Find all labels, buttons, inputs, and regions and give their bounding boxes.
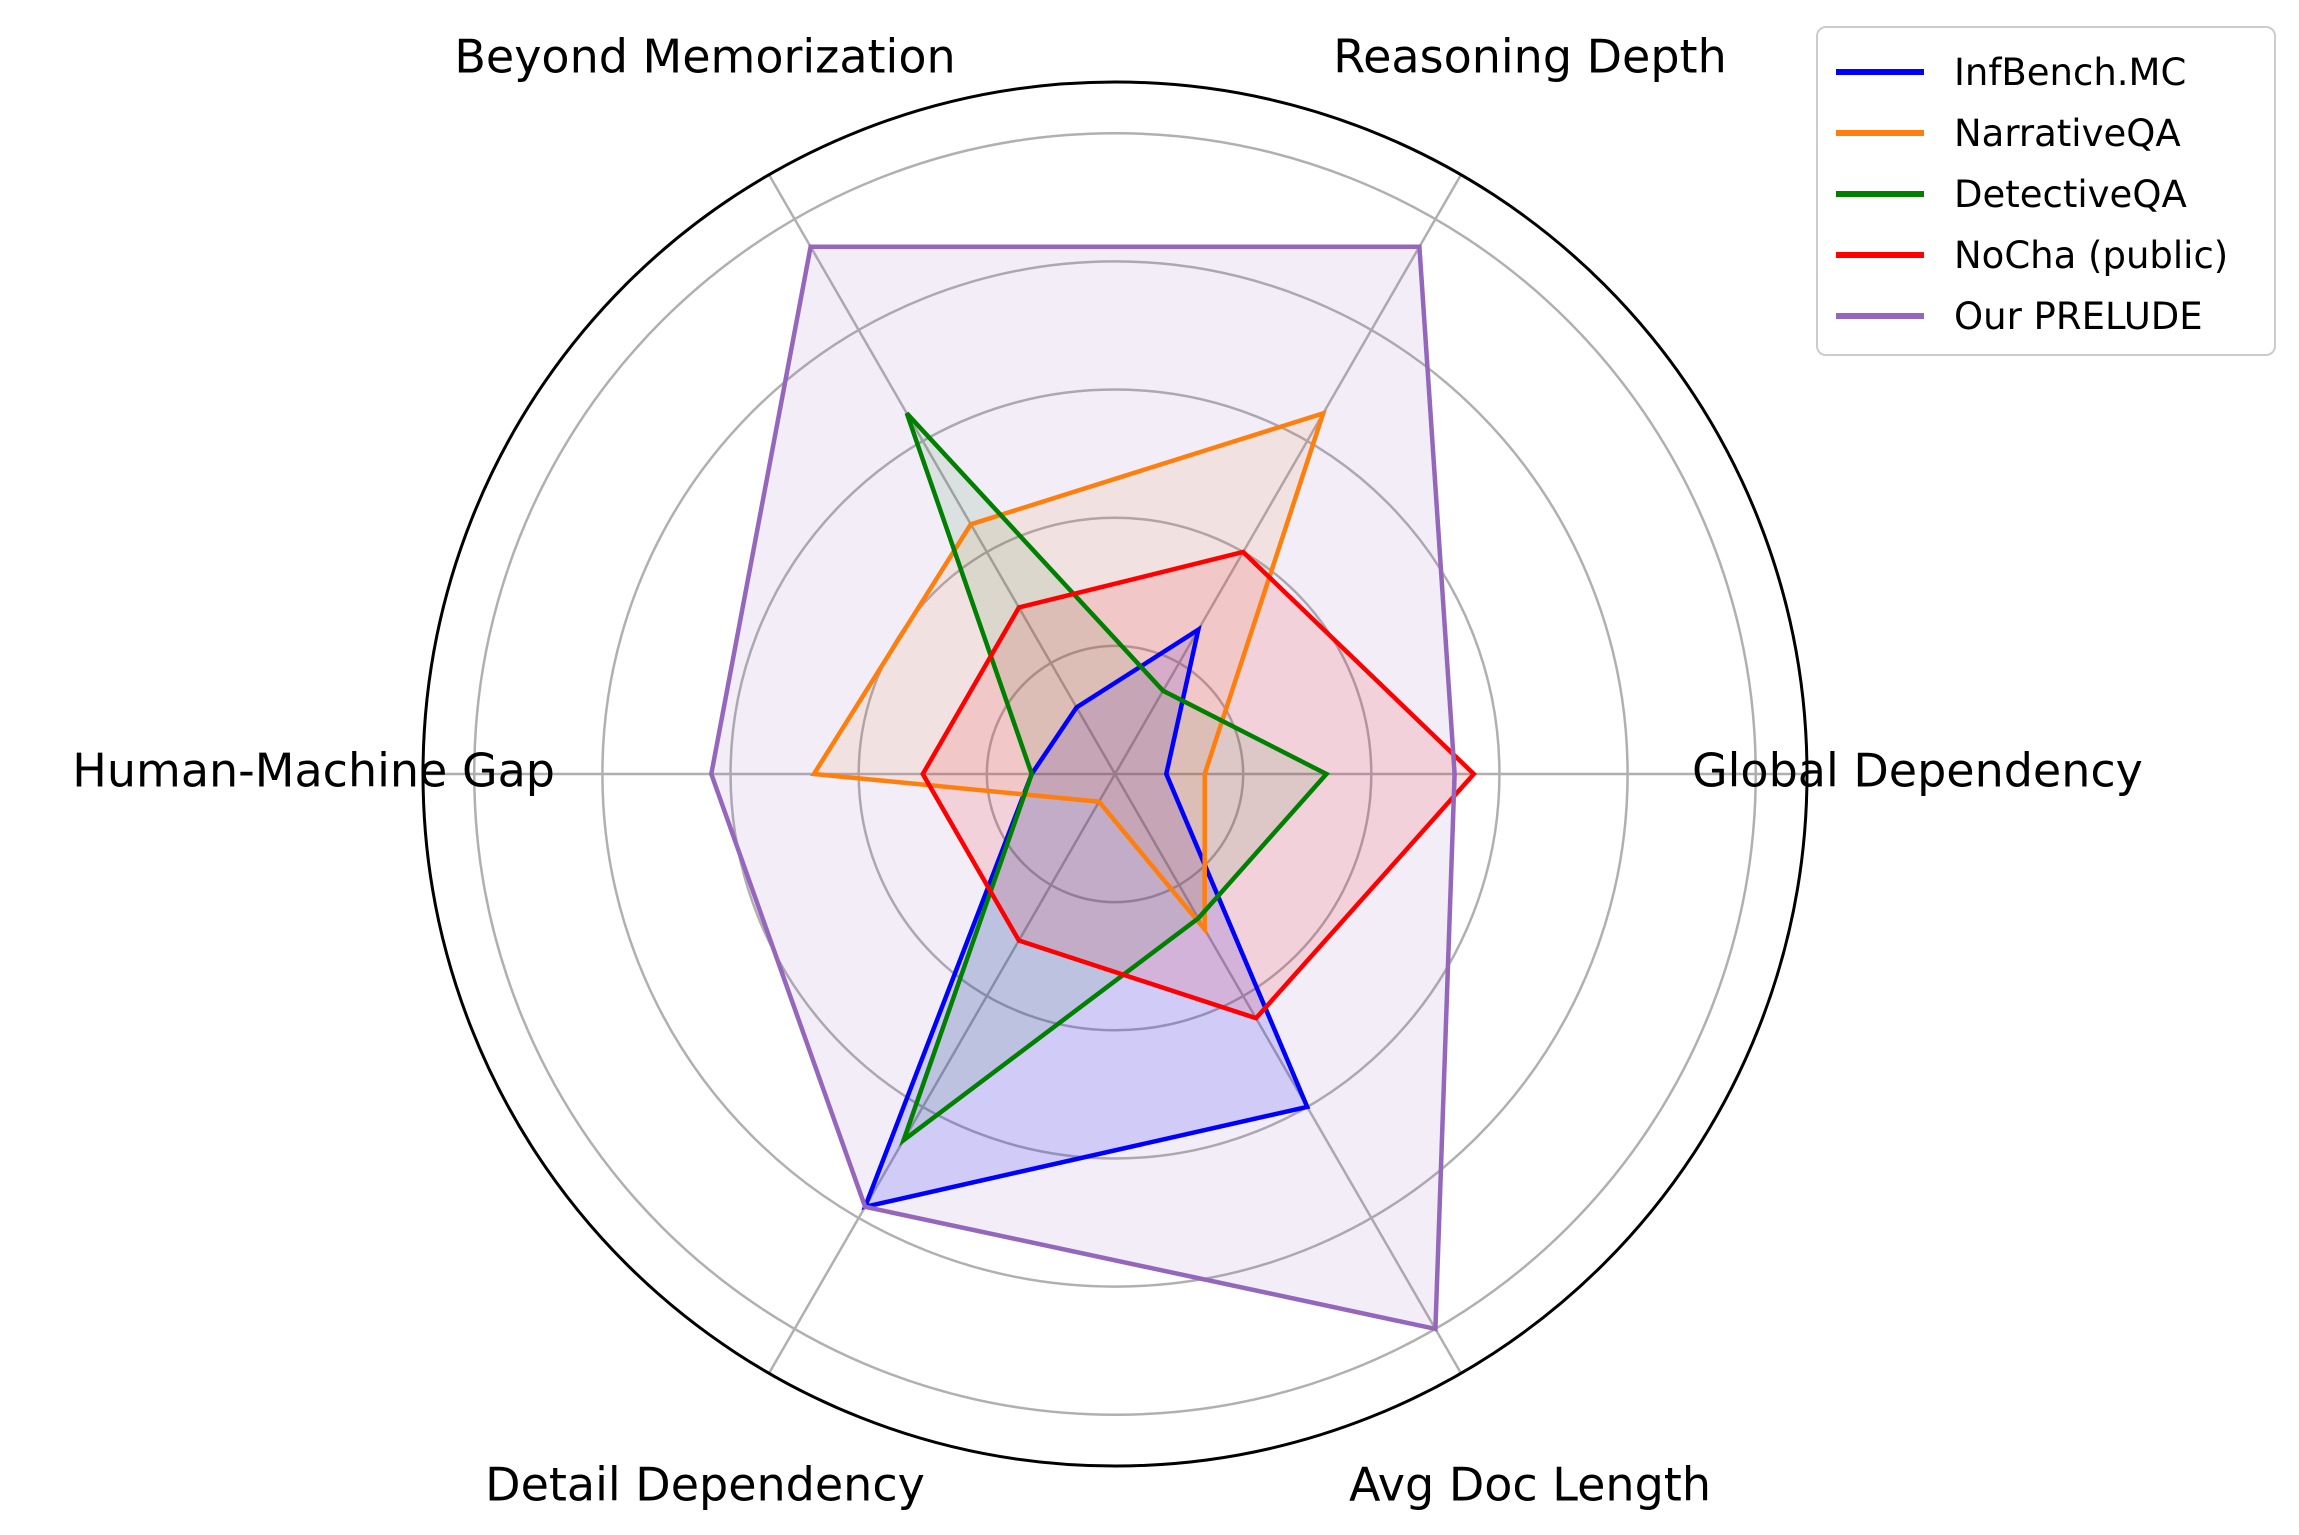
- legend-item-infbench: InfBench.MC: [1818, 46, 2186, 98]
- series-area-4: [711, 246, 1455, 1329]
- legend-item-detectiveqa: DetectiveQA: [1818, 168, 2187, 220]
- series-line-2: [899, 411, 1331, 1147]
- legend-item-narrativeqa: NarrativeQA: [1818, 107, 2181, 159]
- axis-label: Reasoning Depth: [1333, 30, 1727, 84]
- axis-spoke: [767, 773, 1117, 1374]
- series-line-4: [708, 244, 1457, 1332]
- axis-label: Detail Dependency: [485, 1458, 925, 1512]
- legend-swatch: [1836, 130, 1924, 136]
- legend-swatch: [1836, 313, 1924, 319]
- series-area-0: [865, 629, 1308, 1207]
- axis-spoke: [1113, 773, 1463, 1374]
- legend-label: DetectiveQA: [1954, 172, 2187, 216]
- axis-label: Human-Machine Gap: [72, 744, 555, 798]
- series-line-1: [810, 409, 1327, 936]
- series-area-2: [903, 413, 1327, 1141]
- axis-label: Avg Doc Length: [1349, 1458, 1711, 1512]
- legend-item-nocha: NoCha (public): [1818, 229, 2228, 281]
- legend-swatch: [1836, 191, 1924, 197]
- legend-label: NoCha (public): [1954, 233, 2229, 277]
- series-area-1: [813, 413, 1324, 930]
- legend-label: NarrativeQA: [1954, 111, 2181, 155]
- legend-swatch: [1836, 69, 1924, 75]
- outer-frame-circle: [421, 80, 1809, 1468]
- axis-spoke: [767, 174, 1117, 775]
- series-line-3: [920, 549, 1477, 1021]
- axis-labels: Global Dependency Reasoning Depth Beyond M…: [72, 30, 2143, 1512]
- legend: InfBench.MC NarrativeQA DetectiveQA NoCh…: [1816, 26, 2276, 356]
- legend-swatch: [1836, 252, 1924, 258]
- axis-label: Global Dependency: [1692, 744, 2143, 798]
- legend-label: Our PRELUDE: [1954, 294, 2203, 338]
- legend-item-prelude: Our PRELUDE: [1818, 290, 2203, 342]
- series-lines: [708, 244, 1477, 1332]
- axis-label: Beyond Memorization: [454, 30, 955, 84]
- legend-label: InfBench.MC: [1954, 50, 2187, 94]
- series-area-3: [922, 552, 1474, 1019]
- axis-spoke: [1113, 174, 1463, 775]
- radar-grid: [423, 132, 1807, 1416]
- series-fills: [711, 246, 1474, 1329]
